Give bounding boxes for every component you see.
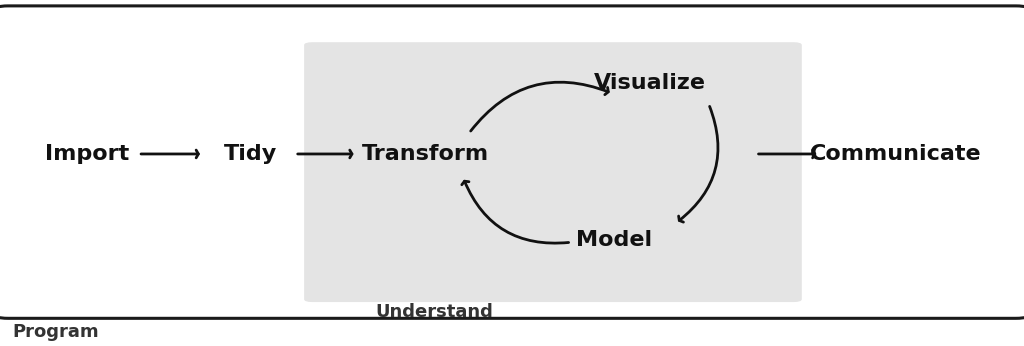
Text: Visualize: Visualize — [594, 73, 707, 93]
Text: Program: Program — [12, 323, 99, 341]
Text: Communicate: Communicate — [810, 144, 982, 164]
Text: Understand: Understand — [376, 303, 494, 321]
Text: Import: Import — [45, 144, 129, 164]
Text: Transform: Transform — [361, 144, 488, 164]
Text: Tidy: Tidy — [224, 144, 278, 164]
Text: Model: Model — [577, 230, 652, 251]
FancyBboxPatch shape — [0, 6, 1024, 318]
FancyBboxPatch shape — [304, 42, 802, 302]
